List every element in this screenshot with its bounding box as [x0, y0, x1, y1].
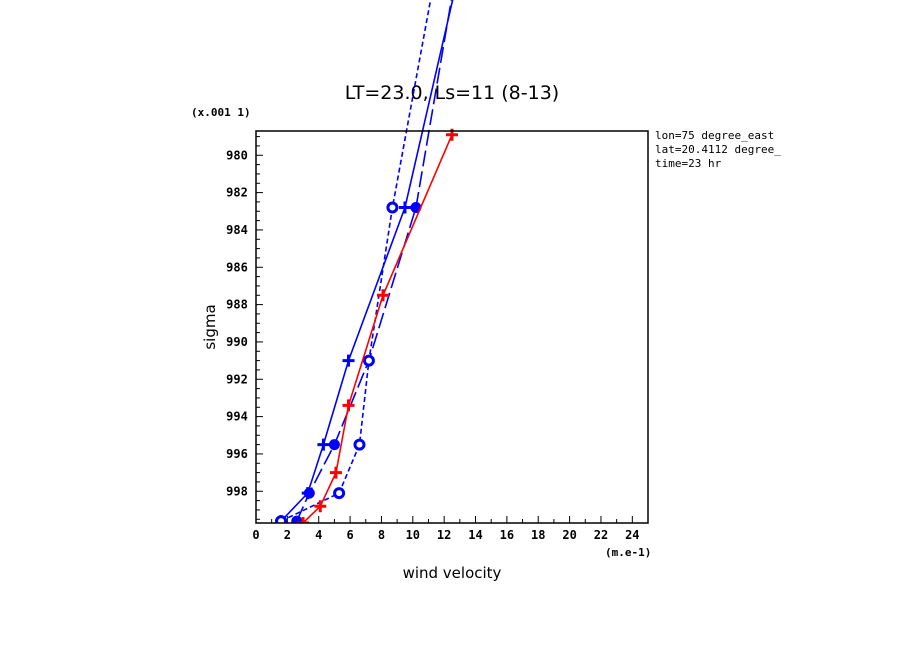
series-2-point	[328, 439, 340, 451]
series-1-point	[317, 438, 330, 451]
series-2-line	[296, 0, 453, 522]
series-3-point	[362, 354, 375, 367]
annotation-time: time=23 hr	[655, 157, 722, 170]
x-axis-label: wind velocity	[403, 564, 502, 582]
y-tick-label: 990	[226, 335, 248, 349]
plot-frame	[255, 130, 649, 524]
series-4-point	[297, 517, 310, 523]
axis-ticks: 0 2 4 6 8 10 12 14 16 18 20 22 249809829849869889909…	[226, 136, 649, 542]
x-tick-label: 16	[500, 528, 514, 542]
series-3-point	[353, 438, 366, 451]
x-tick-label: 18	[531, 528, 545, 542]
series-1-point	[398, 201, 411, 214]
series-4-line	[302, 134, 453, 523]
x-tick-label: 6	[346, 528, 353, 542]
series-3-point	[275, 515, 288, 523]
series-4-point	[342, 399, 355, 412]
series-4-point	[329, 466, 342, 479]
x-tick-label: 20	[562, 528, 576, 542]
y-tick-label: 998	[226, 484, 248, 498]
x-tick-label: 22	[594, 528, 608, 542]
x-tick-label: 10	[406, 528, 420, 542]
series-3-point	[386, 201, 399, 214]
annotation-lat: lat=20.4112 degree_	[655, 143, 781, 156]
y-tick-label: 980	[226, 148, 248, 162]
x-tick-label: 4	[315, 528, 322, 542]
y-tick-label: 984	[226, 223, 248, 237]
y-tick-label: 994	[226, 410, 248, 424]
y-axis-label: sigma	[201, 304, 219, 349]
x-tick-label: 12	[437, 528, 451, 542]
y-scale-label: (x.001 1)	[191, 106, 251, 119]
series-1-point	[342, 354, 355, 367]
y-tick-label: 988	[226, 298, 248, 312]
series-4-point	[314, 500, 327, 513]
x-tick-label: 24	[625, 528, 639, 542]
series-layer	[275, 0, 458, 523]
x-tick-label: 14	[468, 528, 482, 542]
y-tick-label: 992	[226, 372, 248, 386]
series-1-line	[280, 0, 454, 522]
y-tick-label: 982	[226, 186, 248, 200]
series-3-line	[280, 0, 432, 522]
y-tick-label: 986	[226, 260, 248, 274]
series-2-point	[291, 515, 303, 523]
chart-title: LT=23.0, Ls=11 (8-13)	[345, 82, 559, 104]
series-4-point	[377, 289, 390, 302]
x-tick-label: 0	[252, 528, 259, 542]
x-units-label: (m.e-1)	[605, 546, 651, 559]
y-tick-label: 996	[226, 447, 248, 461]
series-2-point	[303, 487, 315, 499]
annotation-lon: lon=75 degree_east	[655, 129, 774, 142]
x-tick-label: 8	[378, 528, 385, 542]
x-tick-label: 2	[284, 528, 291, 542]
series-3-point	[333, 487, 346, 500]
